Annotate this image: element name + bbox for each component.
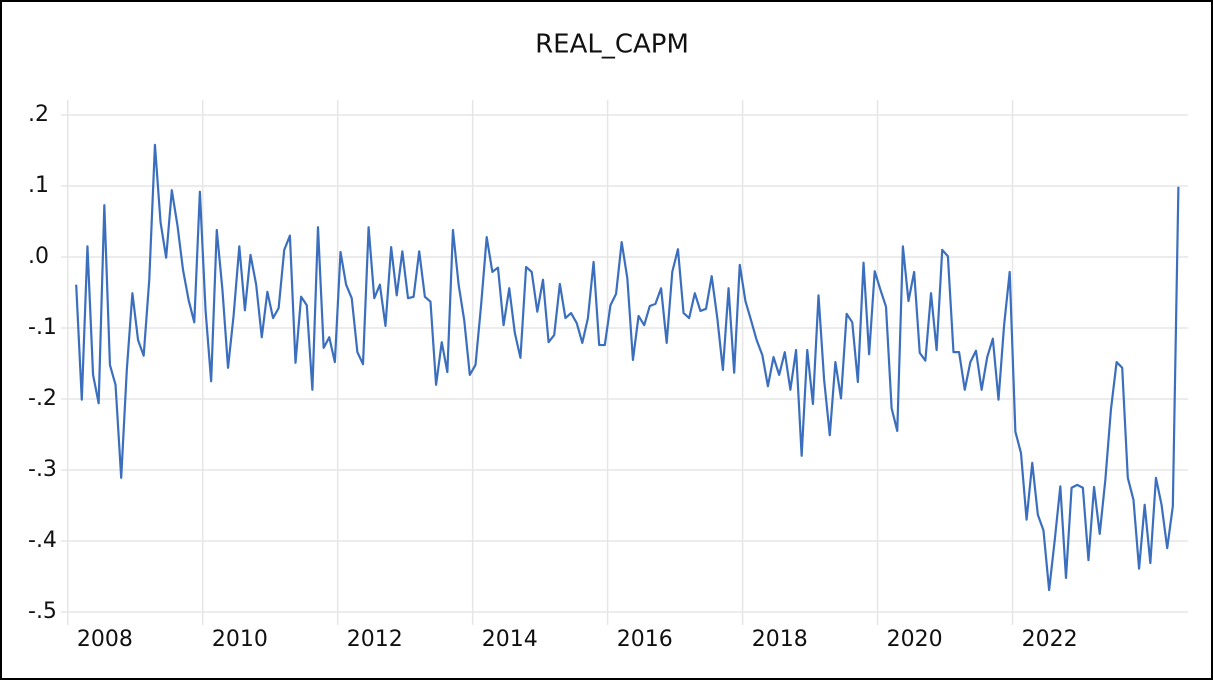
x-tick-label: 2008 <box>77 627 133 652</box>
y-tick-label: -.2 <box>28 386 57 411</box>
chart-title: REAL_CAPM <box>535 30 689 60</box>
y-tick-label: .1 <box>28 173 49 198</box>
x-tick-label: 2020 <box>887 627 943 652</box>
y-tick-label: .2 <box>28 102 49 127</box>
x-tick-label: 2010 <box>212 627 268 652</box>
y-tick-label: -.3 <box>28 457 57 482</box>
series-line <box>75 143 1180 592</box>
y-tick-label: -.1 <box>28 315 57 340</box>
x-tick-label: 2012 <box>347 627 403 652</box>
x-tick-label: 2018 <box>752 627 808 652</box>
y-tick-label: -.4 <box>28 528 57 553</box>
y-tick-label: -.5 <box>28 599 57 624</box>
x-tick-label: 2016 <box>617 627 673 652</box>
y-tick-label: .0 <box>28 244 49 269</box>
x-tick-label: 2022 <box>1022 627 1078 652</box>
x-tick-label: 2014 <box>482 627 538 652</box>
